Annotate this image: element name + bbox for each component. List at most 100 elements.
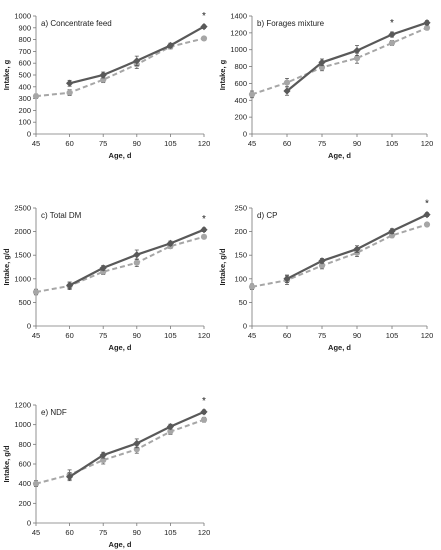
data-point-diamond <box>423 19 431 27</box>
y-tick-label: 1000 <box>14 274 31 283</box>
panel-2: 0 200 400 600 800 1000 1200 1400 45 60 75 90 105 120 A… <box>218 12 433 161</box>
y-tick-label: 50 <box>239 298 247 307</box>
panel-title: e) NDF <box>41 408 67 417</box>
significance-marker: * <box>202 214 206 225</box>
panel-title: b) Forages mixture <box>257 19 325 28</box>
data-point-diamond <box>423 211 431 219</box>
y-tick-label: 200 <box>18 106 31 115</box>
y-tick-label: 600 <box>234 79 247 88</box>
x-tick-label: 60 <box>283 331 291 340</box>
data-point-diamond <box>166 423 174 431</box>
x-tick-label: 45 <box>248 139 256 148</box>
x-tick-label: 60 <box>65 528 73 537</box>
data-point-diamond <box>66 281 74 290</box>
significance-marker: * <box>202 396 206 407</box>
x-tick-label: 90 <box>133 331 141 340</box>
y-tick-label: 100 <box>234 274 247 283</box>
y-tick-label: 600 <box>18 59 31 68</box>
x-tick-label: 105 <box>164 331 177 340</box>
y-tick-label: 0 <box>243 130 247 139</box>
series-line-dashed <box>35 235 205 293</box>
panel-3: 0 500 1000 1500 2000 2500 45 60 75 90 105 120 Age, d… <box>2 204 210 353</box>
y-axis-label: Intake, g <box>218 59 227 90</box>
data-point-circle <box>66 89 73 96</box>
y-tick-label: 150 <box>234 251 247 260</box>
data-point-circle <box>32 480 40 487</box>
y-tick-label: 500 <box>18 298 31 307</box>
panel-title: d) CP <box>257 211 277 220</box>
y-tick-label: 400 <box>234 96 247 105</box>
x-tick-label: 120 <box>198 528 211 537</box>
y-tick-label: 1000 <box>14 420 31 429</box>
y-tick-label: 1500 <box>14 251 31 260</box>
significance-marker: * <box>202 11 206 22</box>
data-point-circle <box>32 93 40 100</box>
data-point-diamond <box>66 473 74 481</box>
data-point-circle <box>318 262 326 269</box>
y-tick-label: 800 <box>18 440 31 449</box>
data-point-diamond <box>166 41 174 50</box>
x-tick-label: 75 <box>99 528 107 537</box>
y-tick-label: 1200 <box>230 28 247 37</box>
y-tick-label: 400 <box>18 479 31 488</box>
panel-4: 0 50 100 150 200 250 45 60 75 90 105 120 Age, d Intak… <box>218 199 433 352</box>
data-point-diamond <box>99 451 107 459</box>
panel-title: c) Total DM <box>41 211 82 220</box>
y-tick-label: 0 <box>27 519 31 528</box>
y-axis-label: Intake, g/d <box>2 248 11 286</box>
y-tick-label: 500 <box>18 71 31 80</box>
y-tick-label: 900 <box>18 23 31 32</box>
data-point-diamond <box>283 87 291 95</box>
y-tick-label: 800 <box>234 62 247 71</box>
data-point-circle <box>200 35 208 42</box>
data-point-diamond <box>200 408 208 416</box>
data-point-diamond <box>99 71 107 79</box>
data-point-circle <box>200 233 208 240</box>
y-tick-label: 100 <box>18 118 31 127</box>
x-axis-label: Age, d <box>109 151 132 160</box>
data-point-diamond <box>283 275 291 283</box>
data-point-circle <box>133 259 140 266</box>
x-tick-label: 45 <box>32 139 40 148</box>
x-tick-label: 120 <box>421 331 434 340</box>
data-point-circle <box>388 39 396 47</box>
data-point-diamond <box>353 245 361 253</box>
panel-1: 0 100 200 300 400 500 600 700 800 900 1000 45 60 75 90… <box>2 11 210 160</box>
data-point-diamond <box>318 58 326 66</box>
series-line-solid <box>69 25 205 85</box>
data-point-circle <box>248 283 256 290</box>
y-tick-label: 200 <box>234 227 247 236</box>
y-tick-label: 200 <box>234 113 247 122</box>
x-tick-label: 120 <box>198 331 211 340</box>
x-axis-label: Age, d <box>109 540 132 549</box>
significance-marker: * <box>425 199 429 210</box>
y-tick-label: 800 <box>18 35 31 44</box>
data-point-circle <box>248 91 256 98</box>
x-tick-label: 105 <box>386 139 399 148</box>
data-point-diamond <box>353 46 361 55</box>
data-point-circle <box>423 221 431 228</box>
data-point-circle <box>353 55 361 62</box>
data-point-circle <box>200 416 208 423</box>
x-tick-label: 60 <box>65 139 73 148</box>
y-tick-label: 2500 <box>14 204 31 213</box>
x-tick-label: 75 <box>99 139 107 148</box>
data-point-diamond <box>99 264 107 272</box>
x-tick-label: 90 <box>353 139 361 148</box>
y-tick-label: 400 <box>18 82 31 91</box>
x-axis-label: Age, d <box>328 151 351 160</box>
x-tick-label: 75 <box>99 331 107 340</box>
x-tick-label: 75 <box>318 139 326 148</box>
series-line-dashed <box>251 26 428 96</box>
y-axis-label: Intake, g/d <box>2 445 11 483</box>
x-tick-label: 90 <box>353 331 361 340</box>
y-axis-label: Intake, g <box>2 59 11 90</box>
y-tick-label: 0 <box>27 130 31 139</box>
series-line-dashed <box>35 418 205 485</box>
panel-5: 0 200 400 600 800 1000 1200 45 60 75 90 105 120 Age, … <box>2 396 210 549</box>
data-point-diamond <box>66 79 74 87</box>
x-tick-label: 120 <box>421 139 434 148</box>
x-tick-label: 60 <box>65 331 73 340</box>
data-point-circle <box>423 24 431 31</box>
